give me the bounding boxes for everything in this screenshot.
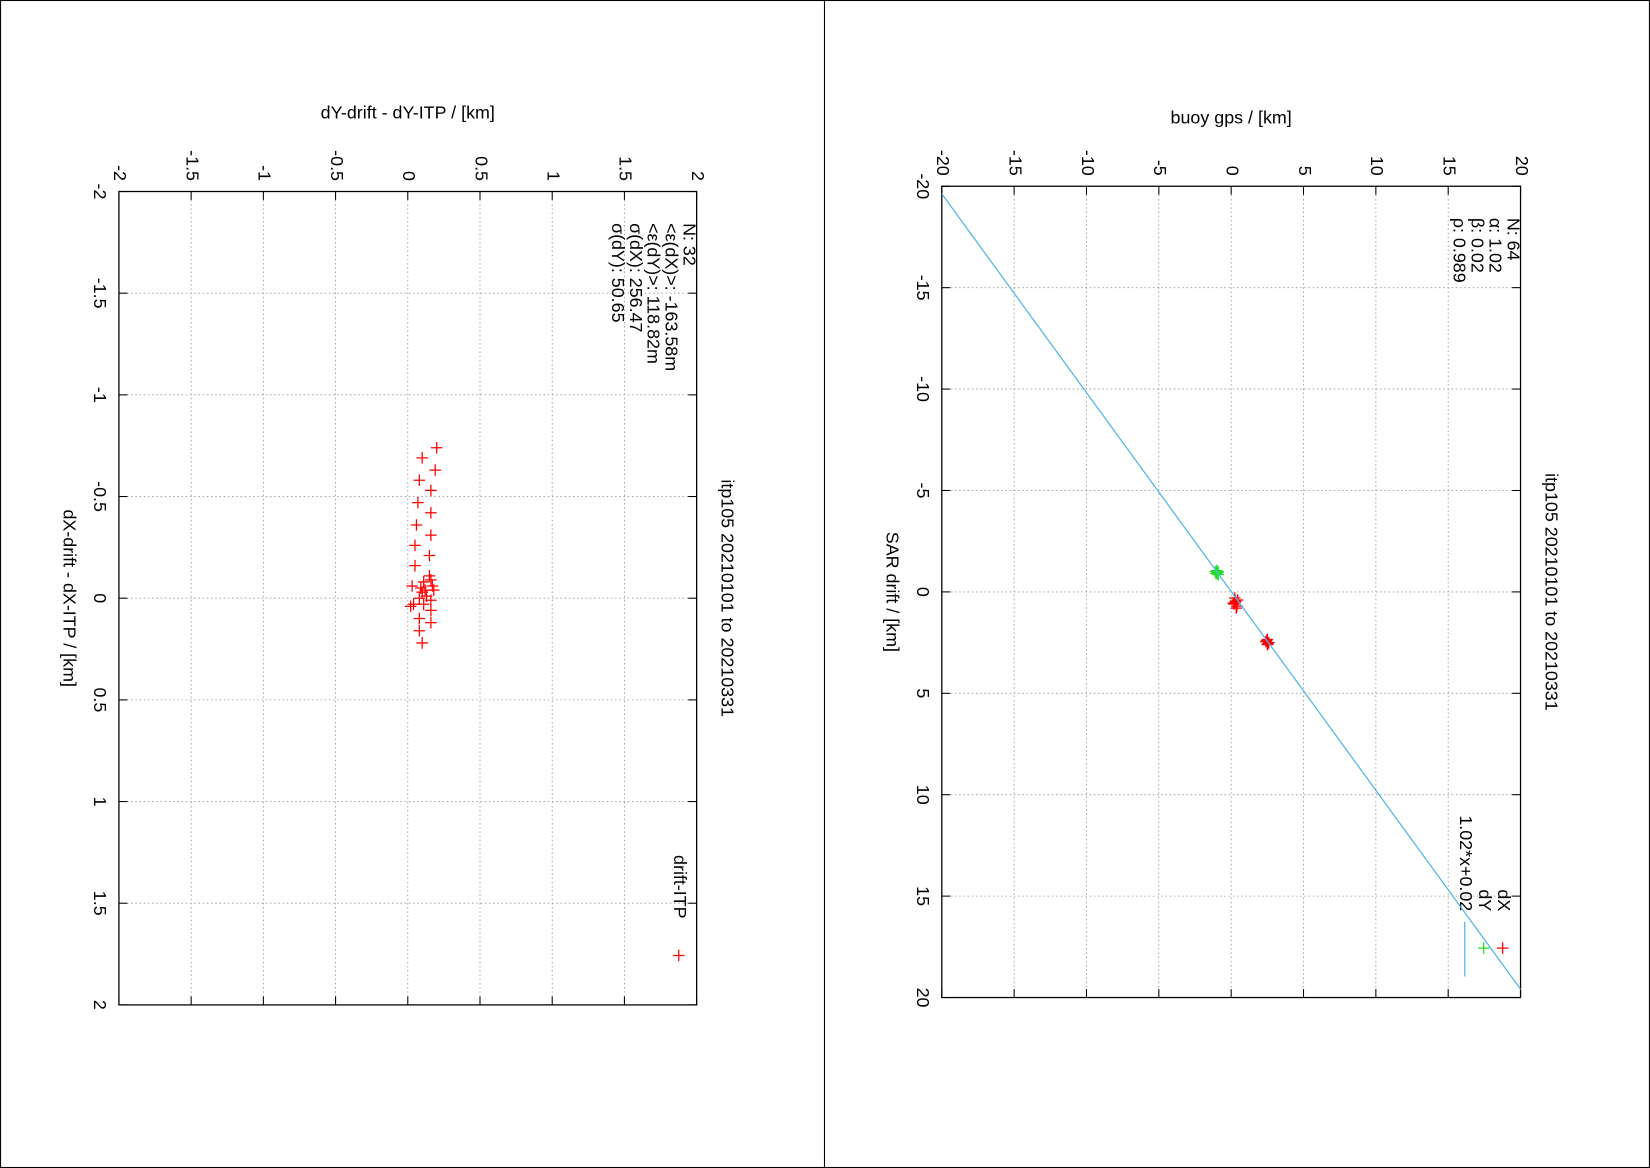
point xyxy=(407,598,420,611)
x-tick-label: 0.5 xyxy=(90,687,110,712)
y-tick-label: 0.5 xyxy=(471,156,491,181)
legend-label: 1.02*x+0.02 xyxy=(1456,815,1476,911)
annotation: N: 64 xyxy=(1503,218,1523,261)
y-tick-label: -0.5 xyxy=(327,150,347,181)
y-tick-label: -5 xyxy=(1150,160,1170,176)
y-tick-label: 1.5 xyxy=(616,156,636,181)
legend-swatch xyxy=(1496,942,1509,954)
y-tick-label: -15 xyxy=(1005,150,1025,176)
point xyxy=(429,464,442,476)
x-tick-label: 5 xyxy=(913,688,933,698)
y-axis-label: dY-drift - dY-ITP / [km] xyxy=(321,102,495,122)
x-tick-label: -1 xyxy=(90,387,110,403)
x-tick-label: -0.5 xyxy=(90,481,110,512)
annotation: <ε(dY)>: 118.82m xyxy=(644,223,664,364)
point xyxy=(1261,633,1274,646)
point xyxy=(413,624,426,637)
point xyxy=(412,496,424,509)
point xyxy=(425,507,437,519)
point xyxy=(1230,602,1243,614)
y-tick-label: -2 xyxy=(110,165,130,181)
point xyxy=(425,529,437,541)
x-tick-label: 10 xyxy=(913,785,933,805)
y-tick-label: 15 xyxy=(1439,156,1459,176)
x-axis-label: SAR drift / [km] xyxy=(883,532,903,652)
annotation: α: 1.02 xyxy=(1486,218,1506,273)
y-tick-label: -10 xyxy=(1078,150,1098,176)
point xyxy=(413,474,426,487)
annotation: <ε(dX)>: -163.58m xyxy=(662,223,682,371)
annotation: β: 0.02 xyxy=(1468,218,1488,273)
y-tick-label: -1.5 xyxy=(182,150,202,181)
y-tick-label: 1 xyxy=(543,171,563,181)
point xyxy=(413,592,426,604)
point xyxy=(1260,635,1272,648)
y-tick-label: 0 xyxy=(1222,166,1242,176)
legend-swatch xyxy=(672,949,685,962)
legend-label: dX xyxy=(1494,889,1514,911)
x-tick-label: -15 xyxy=(913,275,933,301)
point xyxy=(417,576,430,588)
x-tick-label: 1.5 xyxy=(90,891,110,916)
legend-label: dY xyxy=(1475,889,1495,911)
y-tick-label: 10 xyxy=(1367,156,1387,176)
point xyxy=(430,441,443,454)
point xyxy=(416,637,429,649)
point xyxy=(416,452,429,464)
x-tick-label: 0 xyxy=(90,593,110,603)
point xyxy=(1212,565,1224,578)
x-tick-label: -5 xyxy=(913,483,933,499)
x-tick-label: -2 xyxy=(90,184,110,200)
x-tick-label: 0 xyxy=(913,587,933,597)
point xyxy=(417,598,430,611)
point xyxy=(413,612,426,625)
plot-frame xyxy=(941,185,1522,999)
y-tick-label: 2 xyxy=(688,171,708,181)
x-tick-label: -10 xyxy=(913,376,933,402)
x-axis-label: dX-drift - dX-ITP / [km] xyxy=(60,509,80,686)
annotation: N: 32 xyxy=(679,223,699,266)
point xyxy=(410,519,423,531)
x-tick-label: -1.5 xyxy=(90,278,110,309)
point xyxy=(425,594,437,607)
plot-frame xyxy=(118,190,698,1006)
point xyxy=(406,580,418,592)
y-tick-label: -1 xyxy=(255,165,275,181)
x-tick-label: 2 xyxy=(90,1000,110,1010)
legend-swatch xyxy=(1477,942,1490,954)
point xyxy=(404,600,417,613)
chart: -20 -15 -10 -5 0 5 10 15 20 -20 -15 -10 -5 0 5 10 15 20 it… xyxy=(883,108,1562,1008)
fit-line xyxy=(941,186,1521,998)
point xyxy=(425,616,437,629)
point xyxy=(425,604,437,617)
point xyxy=(425,574,437,586)
y-tick-label: 5 xyxy=(1295,166,1315,176)
annotation: σ(dY): 50.65 xyxy=(608,223,628,323)
x-tick-label: -20 xyxy=(913,173,933,199)
y-axis-label: buoy gps / [km] xyxy=(1171,108,1292,128)
chart-title: itp105 20210101 to 20210331 xyxy=(1541,473,1561,711)
point xyxy=(409,539,421,552)
y-tick-label: 20 xyxy=(1512,156,1532,176)
legend-label: drift-ITP xyxy=(670,855,690,919)
point xyxy=(423,549,436,562)
point xyxy=(419,584,431,596)
annotation: σ(dX): 256.47 xyxy=(626,223,646,332)
x-tick-label: 15 xyxy=(913,886,933,906)
point xyxy=(409,559,421,572)
x-tick-label: 20 xyxy=(913,988,933,1008)
annotation: ρ: 0.989 xyxy=(1450,218,1470,283)
y-tick-label: 0 xyxy=(399,171,419,181)
y-tick-label: -20 xyxy=(933,150,953,176)
point xyxy=(425,484,437,497)
chart-title: itp105 20210101 to 20210331 xyxy=(717,479,737,717)
point xyxy=(1227,597,1240,609)
x-tick-label: 1 xyxy=(90,797,110,807)
chart: -2 -1.5 -1 -0.5 0 0.5 1 1.5 2 -2 -1.5 -1 -0.5 0 0.5 1 1.… xyxy=(60,102,738,1010)
